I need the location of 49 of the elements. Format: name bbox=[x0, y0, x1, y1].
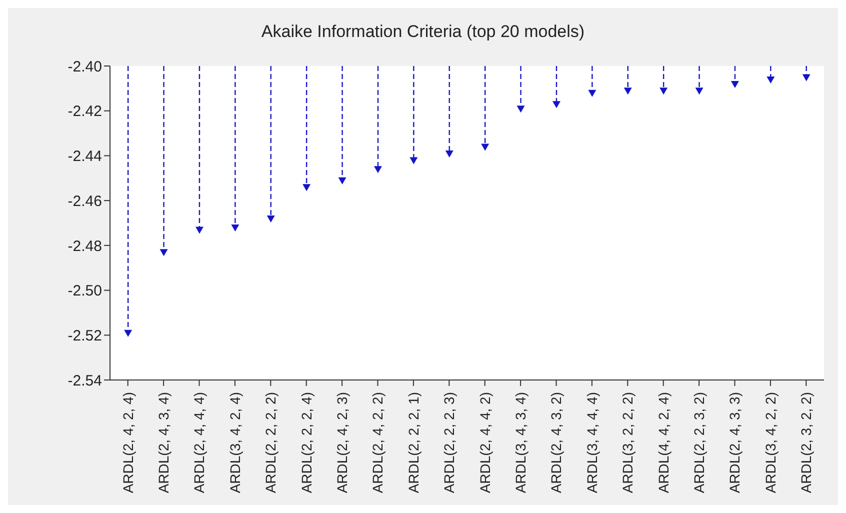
point bbox=[124, 330, 132, 337]
x-tick-label: ARDL(2, 4, 4, 4) bbox=[191, 392, 208, 494]
x-tick-label: ARDL(2, 4, 3, 4) bbox=[155, 392, 172, 494]
y-tick-label: -2.44 bbox=[68, 148, 102, 166]
y-tick-label: -2.54 bbox=[68, 372, 102, 390]
point bbox=[660, 88, 668, 95]
x-tick-label: ARDL(2, 4, 2, 4) bbox=[120, 392, 136, 494]
y-tick-label: -2.40 bbox=[68, 58, 102, 76]
y-tick-label: -2.50 bbox=[68, 282, 102, 300]
x-tick-label: ARDL(2, 4, 2, 2) bbox=[370, 392, 386, 494]
x-tick-label: ARDL(3, 4, 2, 4) bbox=[226, 392, 243, 494]
point bbox=[695, 88, 704, 95]
point bbox=[766, 76, 775, 84]
x-tick-label: ARDL(3, 2, 2, 2) bbox=[620, 392, 636, 494]
point bbox=[445, 150, 454, 158]
x-tick-label: ARDL(2, 2, 2, 3) bbox=[441, 392, 458, 494]
point bbox=[624, 88, 632, 95]
x-tick-label: ARDL(2, 2, 2, 2) bbox=[262, 392, 279, 494]
point bbox=[231, 224, 240, 232]
x-tick-label: ARDL(2, 2, 3, 2) bbox=[690, 392, 707, 494]
y-tick-label: -2.42 bbox=[68, 103, 102, 120]
point bbox=[195, 226, 204, 234]
y-tick-label: -2.52 bbox=[68, 327, 102, 344]
point bbox=[802, 74, 810, 82]
x-tick-label: ARDL(2, 4, 3, 3) bbox=[726, 392, 743, 494]
y-tick-label: -2.48 bbox=[68, 238, 102, 255]
point bbox=[338, 177, 346, 184]
point bbox=[160, 249, 168, 256]
point bbox=[266, 216, 275, 223]
point bbox=[374, 166, 382, 174]
y-tick-label: -2.46 bbox=[68, 192, 102, 210]
x-tick-label: ARDL(3, 4, 3, 4) bbox=[512, 392, 528, 494]
x-tick-label: ARDL(2, 3, 2, 2) bbox=[798, 392, 814, 494]
point bbox=[552, 101, 560, 108]
point bbox=[302, 184, 311, 192]
chart-title: Akaike Information Criteria (top 20 models) bbox=[260, 22, 586, 42]
x-tick-label: ARDL(2, 4, 4, 2) bbox=[476, 392, 493, 494]
x-tick-label: ARDL(2, 4, 2, 3) bbox=[334, 392, 350, 494]
point bbox=[730, 80, 739, 88]
x-tick-label: ARDL(2, 2, 2, 4) bbox=[298, 392, 314, 494]
x-tick-label: ARDL(2, 2, 2, 1) bbox=[405, 392, 422, 494]
point bbox=[516, 106, 525, 113]
x-tick-label: ARDL(4, 4, 2, 4) bbox=[655, 392, 672, 494]
x-tick-label: ARDL(2, 4, 3, 2) bbox=[548, 392, 564, 494]
point bbox=[481, 144, 490, 151]
point bbox=[588, 90, 596, 97]
point bbox=[410, 157, 418, 164]
x-tick-label: ARDL(3, 4, 4, 4) bbox=[584, 392, 600, 494]
x-tick-label: ARDL(3, 4, 2, 2) bbox=[762, 392, 778, 494]
